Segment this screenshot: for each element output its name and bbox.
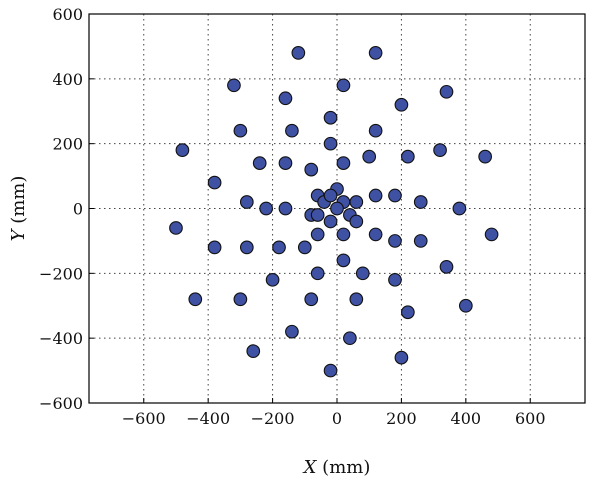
data-point xyxy=(336,78,351,93)
data-point xyxy=(259,201,273,216)
x-axis-var: X xyxy=(302,457,318,478)
data-point xyxy=(368,188,383,203)
data-point xyxy=(291,46,306,60)
data-point xyxy=(484,227,499,242)
x-tick-label: 400 xyxy=(451,409,482,428)
y-tick-label: −200 xyxy=(39,264,83,283)
data-point xyxy=(175,143,190,157)
data-point xyxy=(323,110,338,125)
y-axis-unit: (mm) xyxy=(8,176,29,230)
data-point xyxy=(233,123,248,138)
data-point xyxy=(304,162,319,177)
data-point xyxy=(478,149,493,164)
data-point xyxy=(439,84,454,99)
data-point xyxy=(207,175,222,190)
x-tick-label: 0 xyxy=(332,409,342,428)
data-point xyxy=(349,214,364,229)
data-point xyxy=(239,195,254,209)
x-tick-label: −400 xyxy=(186,409,230,428)
data-point xyxy=(368,227,383,242)
data-point xyxy=(207,240,222,255)
data-point xyxy=(278,91,293,106)
data-point xyxy=(439,260,454,274)
data-point xyxy=(169,221,183,235)
data-points xyxy=(169,46,499,378)
data-point xyxy=(401,305,415,320)
y-tick-label: 400 xyxy=(52,70,83,89)
data-point xyxy=(355,266,370,281)
data-point xyxy=(233,292,248,307)
x-axis-unit: (mm) xyxy=(316,457,370,478)
data-point xyxy=(336,156,351,170)
data-point xyxy=(285,324,299,339)
x-tick-label: −200 xyxy=(251,409,295,428)
x-axis-label: X (mm) xyxy=(302,457,371,478)
data-point xyxy=(349,292,364,307)
data-point xyxy=(394,97,409,112)
data-point xyxy=(413,195,428,209)
data-point xyxy=(310,227,325,242)
data-point xyxy=(452,201,467,216)
data-point xyxy=(310,266,325,281)
data-point xyxy=(368,46,383,60)
data-point xyxy=(323,363,338,378)
data-point xyxy=(304,292,319,307)
data-point xyxy=(278,156,293,170)
x-tick-label: 200 xyxy=(386,409,417,428)
y-tick-label: −600 xyxy=(39,394,83,413)
y-axis-label: Y (mm) xyxy=(8,176,29,242)
data-point xyxy=(330,201,344,216)
data-point xyxy=(297,240,312,255)
data-point xyxy=(323,188,338,203)
x-tick-label: 600 xyxy=(515,409,546,428)
data-point xyxy=(246,344,261,358)
data-point xyxy=(458,298,473,313)
data-point xyxy=(188,292,203,307)
data-point xyxy=(388,272,402,287)
data-point xyxy=(388,234,402,248)
axis-ticks: −600 −400 −200 0 200 400 600 −600 −400 −200 0 200 40… xyxy=(39,5,545,428)
data-point xyxy=(368,123,383,138)
data-point xyxy=(388,188,402,203)
data-point xyxy=(336,253,351,268)
x-tick-label: −600 xyxy=(122,409,166,428)
y-tick-label: 200 xyxy=(52,135,83,154)
data-point xyxy=(285,123,299,138)
data-point xyxy=(413,234,428,248)
data-point xyxy=(336,227,351,242)
y-axis-var: Y xyxy=(8,227,29,241)
data-point xyxy=(310,208,325,222)
data-point xyxy=(272,240,286,255)
data-point xyxy=(252,156,267,170)
data-point xyxy=(323,214,338,229)
data-point xyxy=(394,350,409,365)
data-point xyxy=(265,272,280,287)
data-point xyxy=(227,78,241,93)
y-tick-label: −400 xyxy=(39,329,83,348)
data-point xyxy=(362,149,377,164)
y-tick-label: 0 xyxy=(73,200,83,219)
data-point xyxy=(401,149,415,164)
data-point xyxy=(343,331,357,346)
data-point xyxy=(239,240,254,255)
data-point xyxy=(349,195,364,209)
data-point xyxy=(433,143,447,157)
y-tick-label: 600 xyxy=(52,5,83,24)
data-point xyxy=(278,201,293,216)
data-point xyxy=(323,136,338,151)
